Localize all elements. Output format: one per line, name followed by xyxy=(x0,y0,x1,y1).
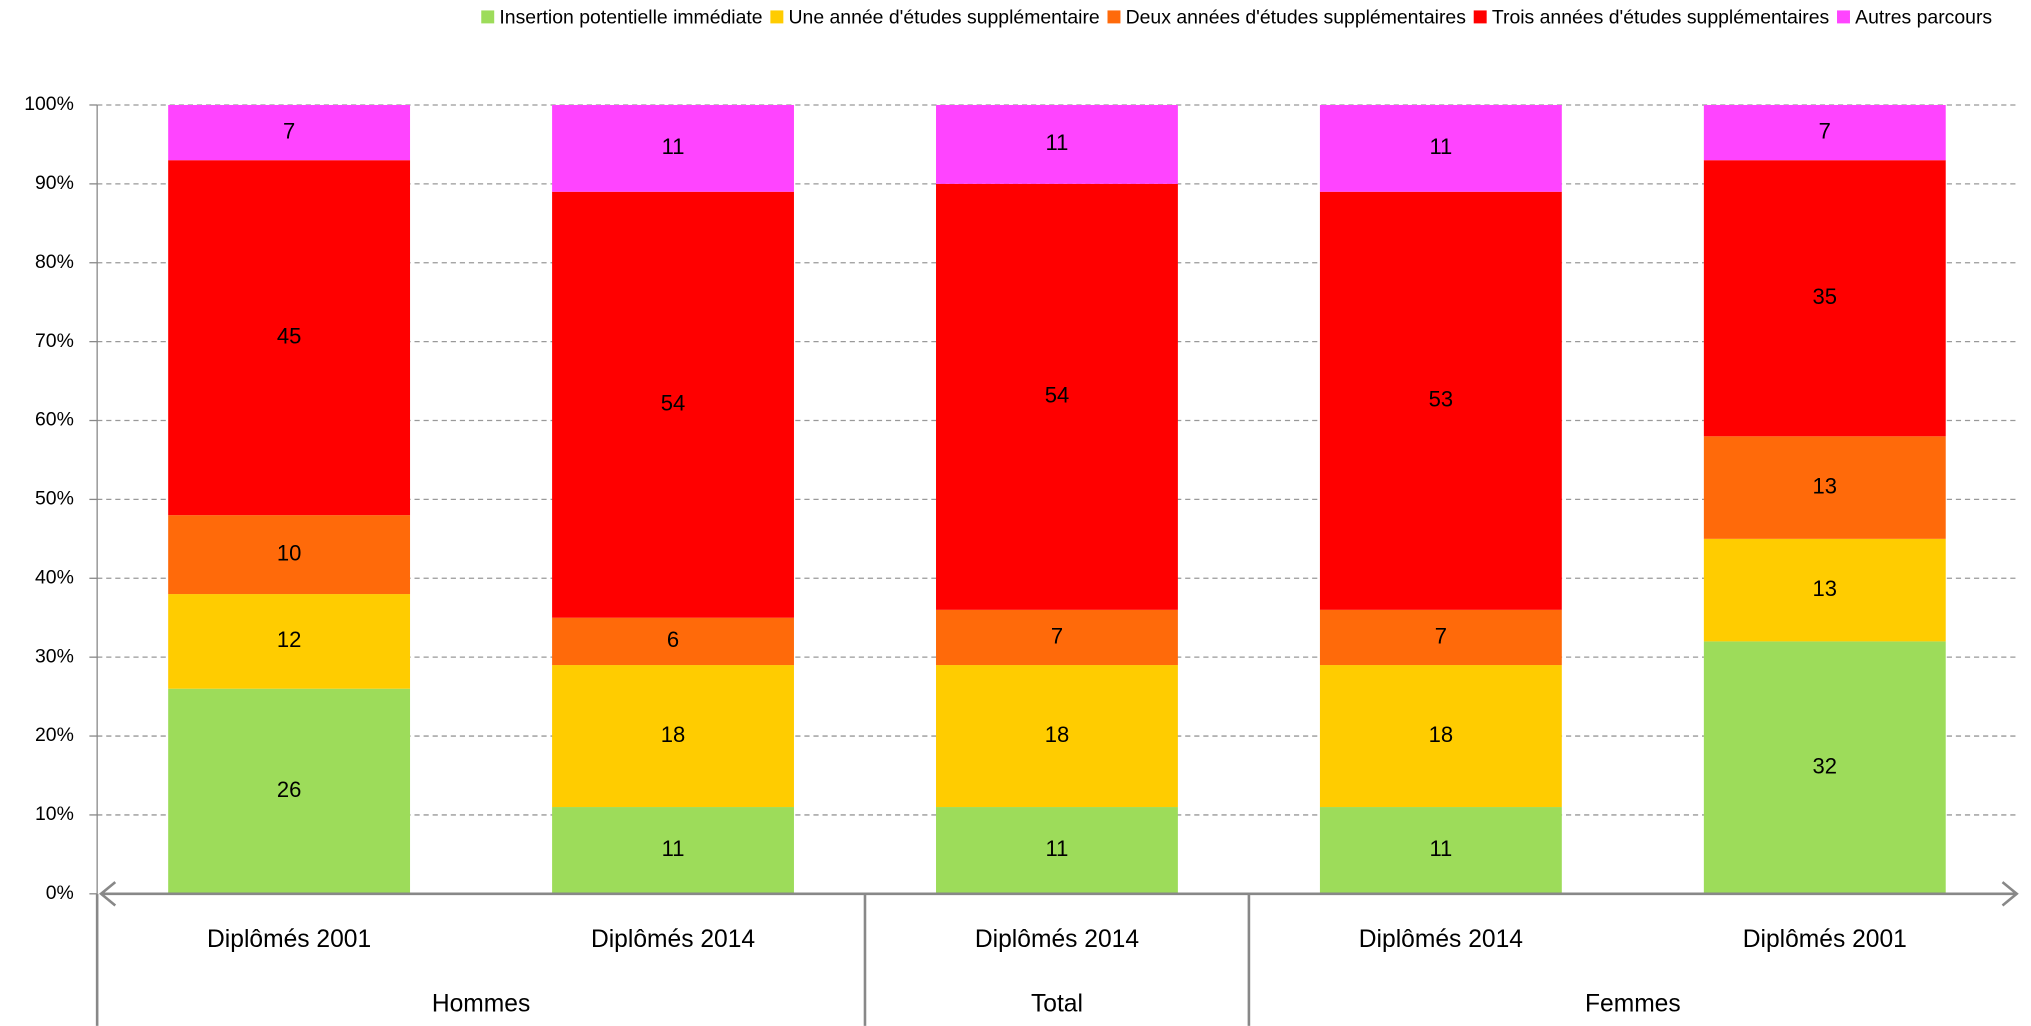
bar-segment xyxy=(552,617,794,666)
legend-swatch xyxy=(1837,10,1850,24)
bar-segment xyxy=(552,807,794,894)
data-label: 13 xyxy=(1813,473,1837,498)
bars xyxy=(168,104,1946,894)
data-label: 54 xyxy=(1045,383,1069,408)
data-label: 11 xyxy=(662,836,685,861)
bar-segment xyxy=(1319,191,1562,610)
y-tick-label: 90% xyxy=(35,172,74,194)
bar-segment xyxy=(168,515,411,595)
y-tick-label: 20% xyxy=(35,724,74,746)
data-label: 45 xyxy=(277,324,301,349)
legend-label: Autres parcours xyxy=(1855,6,1992,28)
legend-label: Insertion potentielle immédiate xyxy=(499,6,762,28)
x-tick-label: Diplômés 2001 xyxy=(1743,926,1907,953)
y-tick-label: 0% xyxy=(46,882,74,904)
legend-swatch xyxy=(481,10,495,24)
bar-segment xyxy=(1319,104,1562,192)
data-label: 11 xyxy=(1429,836,1452,861)
y-tick-label: 60% xyxy=(35,409,74,431)
data-label: 7 xyxy=(283,118,295,143)
bar-segment xyxy=(1319,665,1562,808)
y-tick-label: 70% xyxy=(35,330,74,352)
x-tick-label: Diplômés 2014 xyxy=(975,926,1139,953)
bar-segment xyxy=(552,665,794,808)
data-label: 53 xyxy=(1429,387,1453,412)
group-label: Total xyxy=(1031,991,1083,1018)
group-label: Femmes xyxy=(1585,991,1681,1018)
x-tick-label: Diplômés 2014 xyxy=(1359,926,1523,953)
x-axis-arrow xyxy=(98,881,117,907)
group-label: Hommes xyxy=(432,991,530,1018)
legend: Insertion potentielle immédiate Une année… xyxy=(481,6,1992,28)
data-label: 7 xyxy=(1819,118,1831,143)
data-label: 18 xyxy=(1429,722,1453,747)
data-label: 54 xyxy=(661,391,685,416)
bar-segment xyxy=(936,183,1178,610)
data-label: 35 xyxy=(1813,284,1837,309)
bar-segment xyxy=(552,191,794,618)
legend-label: Trois années d'études supplémentaires xyxy=(1492,6,1829,28)
data-label: 6 xyxy=(667,627,679,652)
bar-segment xyxy=(168,594,411,689)
x-tick-label: Diplômés 2001 xyxy=(207,926,371,953)
x-tick-label: Diplômés 2014 xyxy=(591,926,755,953)
bar-segment xyxy=(168,104,411,161)
bar-segment xyxy=(936,807,1178,894)
bar-segment xyxy=(168,688,411,894)
data-label: 13 xyxy=(1813,576,1837,601)
data-label: 11 xyxy=(1429,134,1452,159)
bar-segment xyxy=(1703,436,1946,539)
y-tick-label: 100% xyxy=(24,93,74,115)
bar-segment xyxy=(1703,160,1946,437)
legend-swatch xyxy=(1107,10,1121,24)
data-label: 32 xyxy=(1813,753,1837,778)
labels: 0% 10% 20% 30% 40% 50% 60% 70% 80% 90% 100% 26 12 10 4… xyxy=(24,93,2019,1026)
bar-segment xyxy=(1703,104,1946,161)
data-label: 12 xyxy=(277,627,301,652)
bar-segment xyxy=(168,160,411,516)
grid xyxy=(89,104,2017,895)
bar-segment xyxy=(1703,641,1946,894)
bar-segment xyxy=(936,104,1178,184)
data-label: 11 xyxy=(1046,836,1069,861)
bar-segment xyxy=(936,665,1178,808)
legend-label: Deux années d'études supplémentaires xyxy=(1126,6,1466,28)
bar-segment xyxy=(936,609,1178,666)
y-tick-label: 80% xyxy=(35,251,74,273)
bar-segment xyxy=(552,104,794,192)
legend-swatch xyxy=(770,10,784,24)
data-label: 18 xyxy=(661,722,685,747)
y-tick-label: 50% xyxy=(35,488,74,510)
data-label: 11 xyxy=(1046,130,1069,155)
y-tick-label: 40% xyxy=(35,566,74,588)
data-label: 7 xyxy=(1435,623,1447,648)
legend-label: Une année d'études supplémentaire xyxy=(789,6,1100,28)
data-label: 18 xyxy=(1045,722,1069,747)
data-label: 26 xyxy=(277,777,301,802)
x-axis-arrow xyxy=(2001,881,2019,907)
data-label: 10 xyxy=(277,540,301,565)
data-label: 7 xyxy=(1051,623,1063,648)
bar-segment xyxy=(1703,538,1946,642)
y-tick-label: 10% xyxy=(35,803,74,825)
data-label: 11 xyxy=(662,134,685,159)
bar-segment xyxy=(1319,807,1562,894)
legend-swatch xyxy=(1473,10,1487,24)
y-tick-label: 30% xyxy=(35,645,74,667)
bar-segment xyxy=(1319,609,1562,666)
